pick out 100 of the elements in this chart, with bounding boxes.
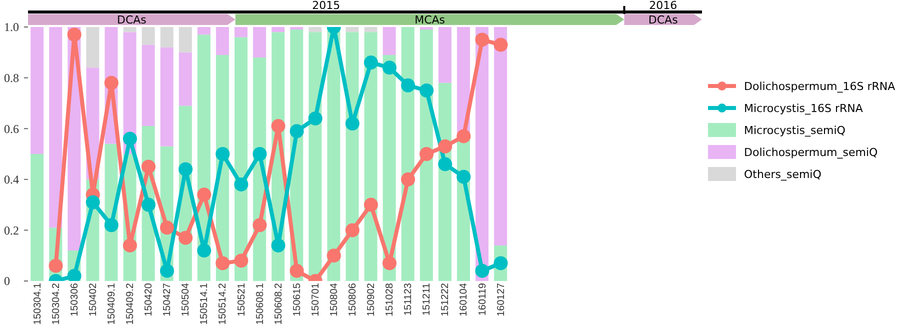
x-tick-label: 150306 xyxy=(69,282,80,316)
bar xyxy=(160,27,174,48)
text: DCAs xyxy=(648,14,678,26)
point xyxy=(290,124,304,138)
x-tick-label: 150409.2 xyxy=(125,282,136,325)
legend-label: Microcystis_semiQ xyxy=(744,124,846,136)
x-tick-label: 150701 xyxy=(310,282,322,316)
x-tick-label: 151222 xyxy=(440,282,452,316)
point xyxy=(160,264,174,278)
point xyxy=(290,264,304,278)
bar xyxy=(160,47,174,146)
point xyxy=(142,198,156,212)
y-tick-label: 1.0 xyxy=(4,20,19,34)
point xyxy=(382,60,396,75)
point xyxy=(160,220,174,235)
point xyxy=(86,195,100,210)
point xyxy=(67,268,82,281)
bar xyxy=(382,27,396,55)
x-tick-label: 150514.2 xyxy=(218,282,229,325)
point xyxy=(364,198,378,212)
bar xyxy=(30,27,44,154)
point xyxy=(475,264,490,278)
point xyxy=(252,147,267,161)
x-tick-label: 160119 xyxy=(477,282,488,316)
point xyxy=(197,244,212,258)
point xyxy=(494,38,508,52)
legend-label: Dolichospermum_semiQ xyxy=(744,146,878,158)
x-tick-label: 150420 xyxy=(144,282,155,316)
x-tick-label: 150804 xyxy=(328,282,340,316)
x-tick-label: 150514.1 xyxy=(199,282,210,325)
point xyxy=(104,218,118,232)
y-tick-label: 0 xyxy=(4,274,10,288)
bar xyxy=(123,27,136,32)
point xyxy=(456,170,471,184)
y-tick-label: 0.4 xyxy=(4,172,19,187)
text: DCAs xyxy=(116,14,147,26)
bar xyxy=(290,27,304,30)
x-tick-label: 150402 xyxy=(88,282,99,316)
bar xyxy=(178,27,192,52)
bar xyxy=(197,27,210,35)
x-tick-label: 160127 xyxy=(496,282,507,316)
legend-label: Dolichospermum_16S rRNA xyxy=(744,80,896,92)
bar xyxy=(234,27,248,38)
x-tick-label: 150806 xyxy=(348,282,359,316)
x-tick-label: 150409.1 xyxy=(106,282,118,325)
bar xyxy=(216,27,229,55)
x-tick-label: 150902 xyxy=(366,282,378,316)
y-tick-label: 0.8 xyxy=(4,71,19,85)
point xyxy=(104,76,118,90)
point xyxy=(308,111,322,126)
bar xyxy=(272,27,285,32)
bar xyxy=(142,27,155,45)
point xyxy=(401,172,416,186)
x-tick-label: 151211 xyxy=(422,282,433,316)
point xyxy=(216,147,230,161)
point xyxy=(197,188,212,202)
point xyxy=(234,254,248,268)
bar xyxy=(494,27,508,246)
legend-label: Others_semiQ xyxy=(744,168,822,180)
point xyxy=(122,132,137,146)
text: MCAs xyxy=(414,14,446,26)
bar xyxy=(308,27,322,32)
x-tick-label: 150615 xyxy=(292,282,303,316)
point xyxy=(178,162,193,176)
x-tick-label: 150521 xyxy=(236,282,248,316)
point xyxy=(252,218,267,232)
point xyxy=(438,157,452,172)
point xyxy=(438,139,452,154)
point xyxy=(48,258,63,273)
point xyxy=(122,238,137,252)
point xyxy=(326,248,341,263)
point xyxy=(401,78,416,92)
x-tick-label: 151028 xyxy=(384,282,396,316)
legend-label: Microcystis_16S rRNA xyxy=(744,102,863,114)
point xyxy=(271,238,286,252)
point xyxy=(345,223,360,238)
point xyxy=(142,160,156,174)
x-tick-label: 150304.1 xyxy=(32,282,44,325)
x-tick-label: 151123 xyxy=(403,282,414,316)
bar xyxy=(30,154,44,281)
point xyxy=(234,177,248,192)
point xyxy=(345,116,360,131)
point xyxy=(67,28,82,42)
text: 2016 xyxy=(649,0,678,12)
bar xyxy=(364,27,378,32)
x-tick-label: 150427 xyxy=(162,282,174,316)
point xyxy=(456,129,471,144)
bar xyxy=(142,44,155,126)
y-tick-label: 0.6 xyxy=(4,122,19,136)
point xyxy=(475,32,490,47)
point xyxy=(382,256,396,270)
y-tick-label: 0.2 xyxy=(4,223,19,238)
point xyxy=(420,84,434,98)
point xyxy=(178,230,193,245)
bar xyxy=(49,27,62,228)
point xyxy=(494,256,508,270)
x-tick-label: 150608.1 xyxy=(254,282,266,325)
bar xyxy=(178,52,192,106)
point xyxy=(216,256,230,270)
point xyxy=(271,119,286,134)
